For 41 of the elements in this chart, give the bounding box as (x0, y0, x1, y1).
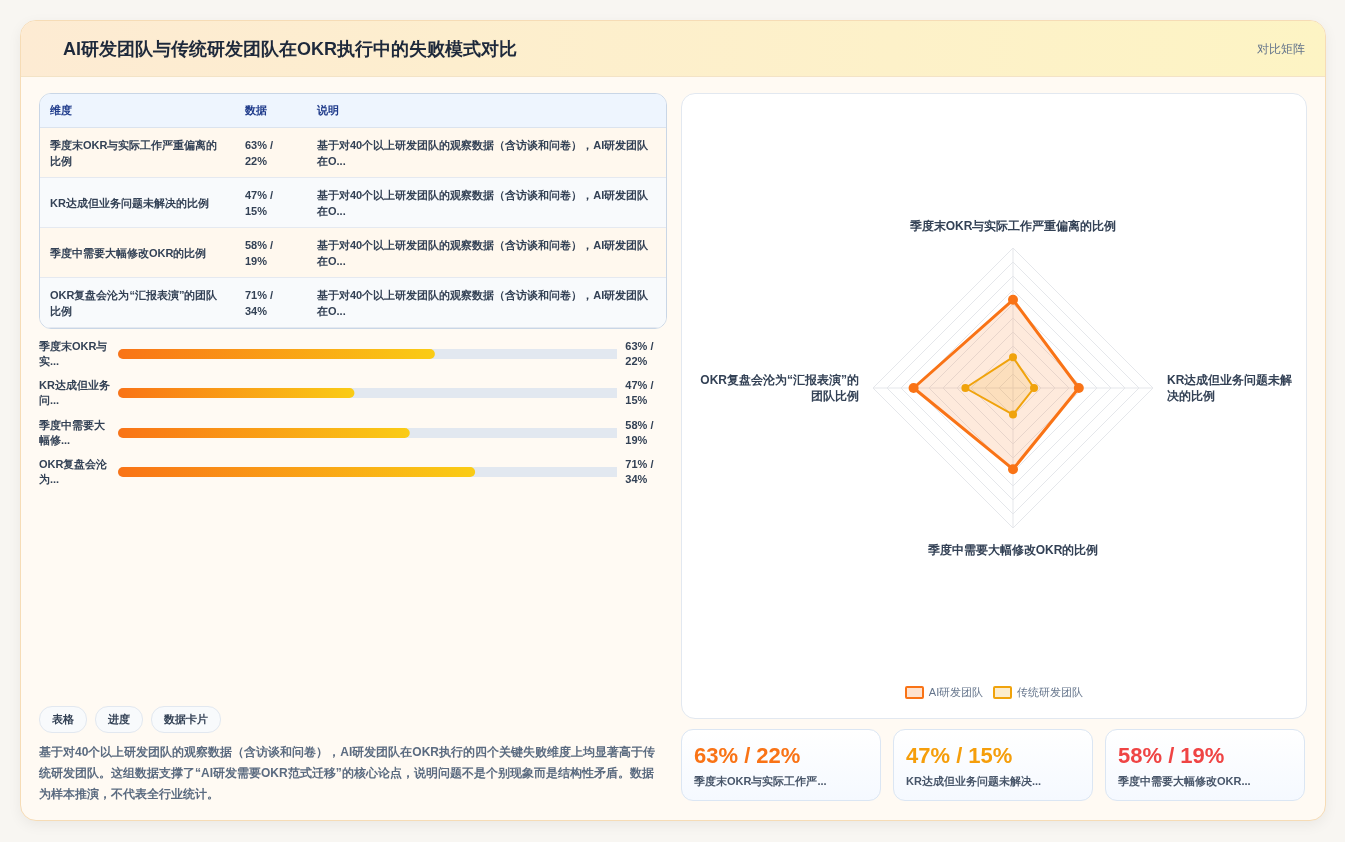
spoke-label: 季度末OKR与实际工作严重偏离的比例 (908, 218, 1118, 234)
text: 基于对40个以上研发团队的观察数据（含访谈和问卷），AI研发团队在O... (307, 127, 666, 178)
text: 基于对40个以上研发团队的观察数据（含访谈和问卷），AI研发团队在O... (307, 227, 666, 278)
text: 基于对40个以上研发团队的观察数据（含访谈和问卷），AI研发团队在O... (307, 277, 666, 328)
text: 说明 (307, 94, 666, 128)
category-label: 季度末OKR与实际工作严重偏离的比例 (40, 127, 235, 178)
text: 对比矩阵 (1257, 41, 1305, 58)
text: 基于对40个以上研发团队的观察数据（含访谈和问卷），AI研发团队在O... (307, 177, 666, 228)
text: 47% / 15% (906, 743, 1013, 768)
y-tick-label: OKR复盘会沦为... (39, 457, 109, 488)
category-label: 季度末OKR与实际工作严... (694, 774, 828, 789)
text: 63% / 22% (245, 138, 274, 167)
category-label: KR达成但业务问题未解决... (906, 774, 1043, 789)
data-label: 58% / 19% (625, 417, 655, 448)
category-label: 季度中需要大幅修改OKR... (1118, 774, 1252, 789)
data-label: 63% / 22% (625, 338, 655, 369)
spoke-label: OKR复盘会沦为“汇报表演”的团队比例 (699, 372, 859, 404)
spoke-label: KR达成但业务问题未解决的比例 (1167, 372, 1294, 404)
text: 表格 (39, 706, 87, 733)
category-label: 季度中需要大幅修改OKR的比例 (40, 227, 235, 278)
text: 进度 (95, 706, 143, 733)
text: 58% / 19% (245, 238, 274, 267)
text: 63% / 22% (694, 743, 801, 768)
text: 71% / 34% (245, 288, 274, 317)
legend-label: 传统研发团队 (1017, 685, 1084, 700)
data-label: 71% / 34% (625, 457, 655, 488)
category-label: OKR复盘会沦为“汇报表演”的团队比例 (40, 277, 235, 328)
y-tick-label: 季度末OKR与实... (39, 338, 109, 369)
legend-label: AI研发团队 (928, 685, 984, 700)
text: 数据 (235, 94, 307, 128)
category-label: KR达成但业务问题未解决的比例 (40, 177, 235, 228)
text: 维度 (40, 94, 235, 128)
data-label: 47% / 15% (625, 378, 655, 409)
y-tick-label: KR达成但业务问... (39, 378, 111, 409)
text: 47% / 15% (245, 188, 274, 217)
spoke-label: 季度中需要大幅修改OKR的比例 (926, 542, 1100, 558)
text: 58% / 19% (1118, 743, 1225, 768)
text: 基于对40个以上研发团队的观察数据（含访谈和问卷），AI研发团队在OKR执行的四个关键失败维度上均显著高于传统研发团队。这组数据支撑了“AI研发需要OKR范式迁移”的核心论点，说明问题不是个别现象而是结构性矛盾。数据为样本推演，不代表全行业统计。 (39, 744, 656, 803)
text: 数据卡片 (151, 706, 221, 733)
text: AI研发团队与传统研发团队在OKR执行中的失败模式对比 (63, 38, 517, 61)
y-tick-label: 季度中需要大幅修... (39, 417, 106, 448)
